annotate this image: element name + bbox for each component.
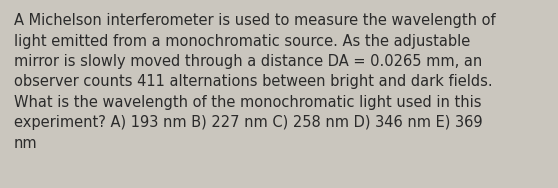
Text: A Michelson interferometer is used to measure the wavelength of
light emitted fr: A Michelson interferometer is used to me… <box>14 13 496 151</box>
